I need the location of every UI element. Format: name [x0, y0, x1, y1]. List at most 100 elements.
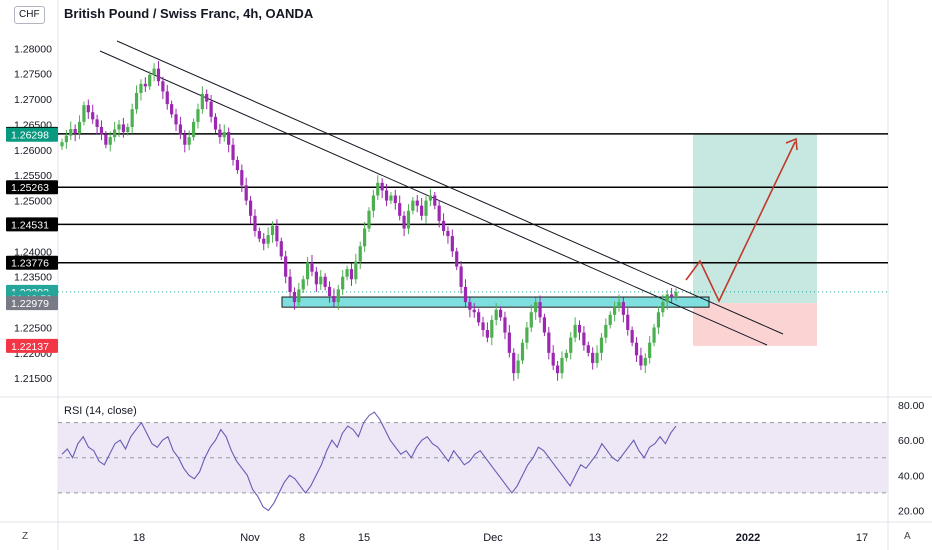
candle-body: [498, 309, 503, 318]
price-tick-label: 1.26000: [14, 145, 52, 157]
candle-body: [134, 92, 139, 110]
candle-body: [648, 342, 652, 358]
candle-body: [577, 324, 582, 333]
symbol-title[interactable]: British Pound / Swiss Franc, 4h, OANDA: [64, 6, 314, 21]
chart-header: CHF British Pound / Swiss Franc, 4h, OAN…: [0, 0, 932, 28]
candle-body: [319, 276, 323, 285]
candle-body: [621, 302, 625, 315]
target-zone: [693, 133, 817, 304]
candle-body: [60, 142, 64, 147]
candle-body: [503, 317, 507, 333]
candle-body: [529, 312, 533, 328]
candle-body: [200, 93, 204, 110]
candle-body: [213, 116, 218, 130]
candle-body: [555, 365, 560, 374]
price-tick-label: 1.24000: [14, 246, 52, 258]
candle-body: [402, 215, 406, 229]
price-tick-label: 1.27500: [14, 69, 52, 81]
candle-body: [358, 246, 362, 262]
candle-body: [564, 352, 568, 358]
candle-body: [586, 345, 590, 353]
candle-body: [345, 269, 349, 277]
rsi-tick-label: 60.00: [898, 435, 924, 447]
candle-body: [244, 185, 248, 201]
currency-badge[interactable]: CHF: [14, 6, 45, 24]
candle-body: [336, 289, 340, 303]
candle-body: [450, 236, 454, 252]
candle-body: [341, 276, 345, 290]
candle-body: [183, 134, 187, 145]
price-tick-label: 1.21500: [14, 373, 52, 385]
candle-body: [542, 317, 547, 333]
x-tick-label: Dec: [483, 532, 503, 544]
candle-body: [608, 314, 612, 325]
rsi-tick-label: 80.00: [898, 400, 924, 412]
candle-body: [643, 357, 647, 366]
candle-body: [82, 105, 86, 122]
candle-body: [494, 309, 498, 320]
candle-body: [297, 289, 301, 303]
price-badge: [6, 296, 58, 311]
candle-body: [547, 332, 551, 353]
candle-body: [143, 83, 147, 87]
candle-body: [191, 121, 196, 138]
candle-body: [174, 114, 178, 125]
timezone-toggle-button[interactable]: Z: [22, 531, 29, 542]
candle-body: [205, 93, 209, 102]
candle-body: [170, 104, 174, 115]
candle-body: [363, 228, 367, 247]
price-badge-label: 1.25263: [11, 182, 49, 194]
candle-body: [551, 352, 555, 366]
auto-scale-button[interactable]: A: [904, 531, 911, 542]
candle-body: [652, 327, 656, 343]
candle-body: [441, 220, 446, 232]
candle-body: [371, 195, 375, 211]
candle-body: [354, 261, 358, 280]
candle-body: [525, 327, 529, 343]
candle-body: [104, 134, 108, 145]
candle-body: [656, 312, 661, 328]
candle-body: [393, 195, 397, 204]
price-badge: [6, 255, 58, 270]
candle-body: [472, 309, 476, 313]
candle-body: [253, 215, 257, 232]
candle-body: [327, 286, 332, 297]
price-badge-label: 1.22137: [11, 341, 49, 353]
candle-body: [591, 352, 595, 364]
candle-body: [113, 129, 117, 138]
candle-body: [406, 210, 411, 229]
support-zone: [281, 296, 710, 308]
candle-body: [630, 330, 634, 343]
candle-body: [617, 302, 621, 308]
rsi-line: [61, 411, 677, 512]
candle-body: [639, 355, 643, 366]
candle-body: [288, 276, 292, 292]
candle-body: [560, 357, 564, 374]
candle-body: [459, 266, 463, 287]
x-tick-label: 18: [133, 532, 145, 544]
candle-body: [599, 337, 604, 353]
price-badge-label: 1.23776: [11, 258, 49, 270]
candle-body: [481, 322, 485, 331]
x-tick-label: 8: [299, 532, 305, 544]
candle-body: [437, 205, 441, 221]
candle-body: [446, 231, 450, 237]
candle-body: [349, 269, 354, 280]
price-badge: [6, 127, 58, 142]
rsi-indicator-label[interactable]: RSI (14, close): [64, 405, 137, 417]
candle-body: [626, 314, 630, 331]
candle-body: [674, 291, 678, 298]
candle-body: [569, 337, 573, 353]
candle-body: [463, 286, 468, 303]
candle-body: [507, 332, 511, 353]
candle-body: [661, 302, 665, 313]
candle-body: [279, 241, 283, 257]
candle-body: [108, 137, 112, 145]
candle-body: [257, 231, 261, 239]
candle-body: [231, 144, 235, 160]
candle-body: [187, 137, 191, 145]
x-tick-label: 13: [589, 532, 601, 544]
candle-body: [424, 200, 428, 216]
price-tick-label: 1.22500: [14, 322, 52, 334]
candle-body: [77, 121, 82, 134]
